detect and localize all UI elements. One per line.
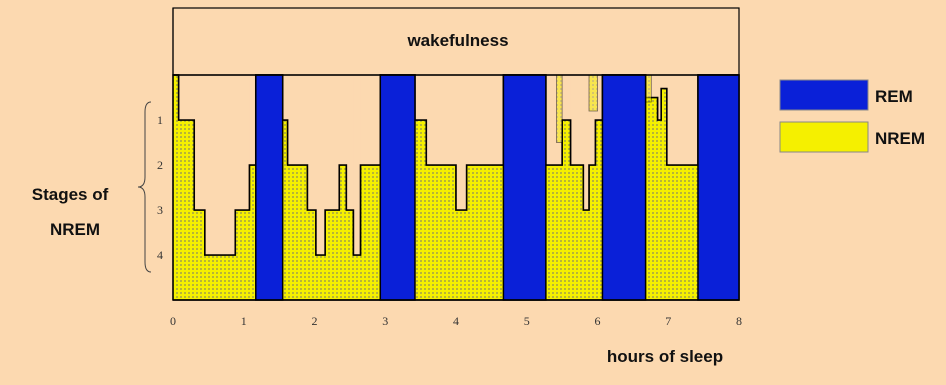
x-tick-label: 0 [170,314,176,328]
wake-gap [235,75,250,210]
y-axis-label-line2: NREM [50,220,100,239]
stages-brace [137,101,152,273]
x-tick-label: 4 [453,314,459,328]
rem-bar [601,74,647,301]
wake-gap [194,75,205,210]
wake-gap [426,75,456,165]
wake-gap [249,75,256,165]
wake-gap [466,75,504,165]
plot-area [172,74,740,301]
wake-gap [414,75,427,120]
y-tick-label: 3 [157,203,163,217]
x-tick-label: 1 [241,314,247,328]
wake-blip [588,74,598,112]
wake-gap [282,75,288,120]
wakefulness-label: wakefulness [406,31,508,50]
legend-label: NREM [875,129,925,148]
legend: REM NREM [779,79,925,153]
x-tick-label: 6 [595,314,601,328]
wake-gap [353,75,361,255]
axes: 0 1 2 3 4 5 6 7 8 1 2 3 4 [137,7,742,328]
rem-bar [255,74,284,301]
rem-bar [502,74,547,301]
wake-gap [339,75,347,165]
wake-gap [204,75,236,255]
x-axis-label: hours of sleep [607,347,723,366]
x-tick-label: 2 [312,314,318,328]
x-tick-label: 5 [524,314,530,328]
x-tick-label: 8 [736,314,742,328]
y-tick-label: 2 [157,158,163,172]
wake-gap [661,75,667,89]
wake-gap [315,75,326,255]
wake-blip [556,74,563,143]
legend-label: REM [875,87,913,106]
x-tick-label: 7 [665,314,671,328]
y-axis-label-line1: Stages of [32,185,109,204]
wake-gap [562,75,571,120]
wake-gap [360,75,381,165]
legend-swatch [779,79,869,111]
wake-gap [325,75,340,210]
wake-gap [595,75,603,120]
wake-gap [589,75,596,165]
wake-gap [307,75,316,210]
wake-gap [570,75,584,165]
wake-gap [666,75,698,165]
wake-gap [583,75,590,210]
legend-swatch [779,121,869,153]
wake-gap [178,75,195,120]
wake-gap [346,75,354,210]
wake-blip [645,74,652,103]
x-tick-label: 3 [382,314,388,328]
wake-gap [456,75,467,210]
y-tick-label: 4 [157,248,163,262]
wake-gap [657,75,662,120]
y-tick-label: 1 [157,113,163,127]
wake-gap [287,75,308,165]
rem-bar [379,74,416,301]
rem-bar [697,74,740,301]
